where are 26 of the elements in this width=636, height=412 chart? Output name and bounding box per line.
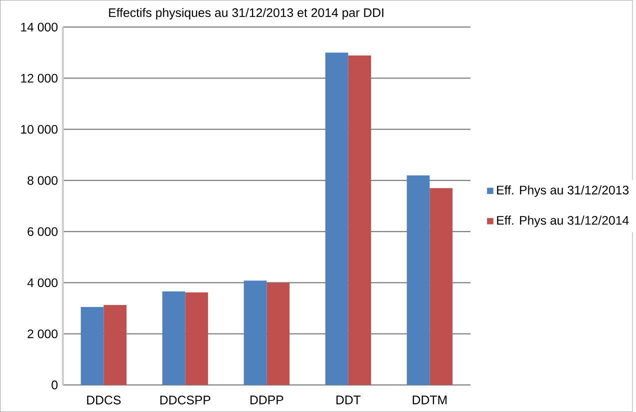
- bar: [325, 52, 348, 385]
- x-tick-label: DDPP: [250, 396, 284, 404]
- x-tick-label: DDTM: [412, 396, 447, 404]
- x-tick-label: DDCSPP: [160, 396, 210, 404]
- bar: [244, 280, 267, 385]
- x-tick-label: DDCS: [87, 396, 121, 404]
- y-tick-label: 8 000: [28, 176, 58, 185]
- y-tick-label: 4 000: [27, 278, 58, 288]
- bar: [266, 282, 290, 385]
- y-tick-label: 2 000: [28, 329, 58, 338]
- bar: [185, 292, 208, 385]
- bar: [430, 188, 453, 385]
- y-tick-label: 12 000: [21, 74, 58, 83]
- x-tick-label: DDT: [336, 396, 361, 404]
- y-tick-label: 0: [52, 380, 58, 390]
- bar: [80, 306, 104, 385]
- y-tick-label: 6 000: [28, 227, 58, 236]
- y-tick-label: 14 000: [21, 22, 58, 32]
- y-tick-label: 10 000: [21, 124, 58, 134]
- chart-title: Effectifs physiques au 31/12/2013 et 2014 par DDI: [109, 8, 384, 20]
- bar: [104, 304, 127, 385]
- bar: [348, 55, 372, 385]
- legend-label: Eff. Phys au 31/12/2013: [497, 185, 629, 197]
- bar: [162, 291, 186, 385]
- bar: [406, 175, 430, 385]
- legend-label: Eff. Phys au 31/12/2014: [497, 216, 629, 228]
